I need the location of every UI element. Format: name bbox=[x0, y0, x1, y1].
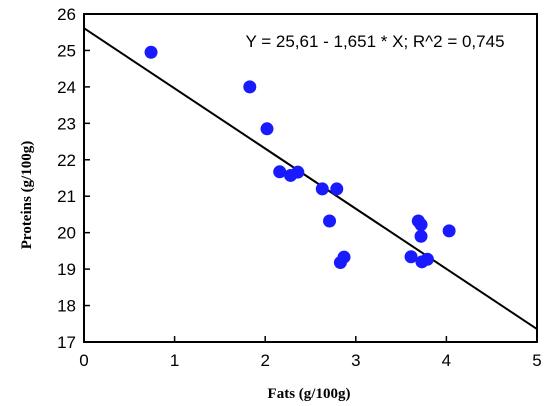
tick-marks bbox=[83, 13, 538, 343]
data-point-2 bbox=[260, 122, 274, 136]
y-tick-label-24: 24 bbox=[57, 78, 76, 97]
data-point-14 bbox=[414, 229, 428, 243]
data-point-8 bbox=[330, 182, 344, 196]
data-point-3 bbox=[273, 165, 287, 179]
regression-line bbox=[83, 27, 538, 330]
data-point-13 bbox=[414, 218, 428, 232]
y-tick-label-19: 19 bbox=[57, 260, 76, 279]
data-point-10 bbox=[337, 250, 351, 264]
x-axis-title: Fats (g/100g) bbox=[268, 386, 351, 402]
y-tick-label-25: 25 bbox=[57, 41, 76, 60]
x-tick-label-0: 0 bbox=[79, 351, 88, 370]
axes bbox=[83, 13, 538, 343]
data-point-11 bbox=[404, 250, 418, 264]
y-axis-title: Proteins (g/100g) bbox=[19, 141, 35, 249]
y-tick-label-20: 20 bbox=[57, 224, 76, 243]
x-tick-label-5: 5 bbox=[532, 351, 541, 370]
y-tick-label-23: 23 bbox=[57, 114, 76, 133]
x-tick-label-4: 4 bbox=[442, 351, 451, 370]
x-tick-label-3: 3 bbox=[351, 351, 360, 370]
x-tick-label-2: 2 bbox=[260, 351, 269, 370]
y-tick-label-22: 22 bbox=[57, 151, 76, 170]
y-tick-label-17: 17 bbox=[57, 333, 76, 352]
y-tick-labels: 17 18 19 20 21 22 23 24 25 26 bbox=[57, 5, 76, 352]
data-point-7 bbox=[323, 214, 337, 228]
regression-line-group bbox=[83, 27, 538, 330]
y-tick-label-21: 21 bbox=[57, 187, 76, 206]
x-tick-label-1: 1 bbox=[170, 351, 179, 370]
data-point-16 bbox=[420, 252, 434, 266]
data-points bbox=[144, 45, 456, 270]
plot-frame bbox=[83, 13, 538, 343]
x-tick-labels: 0 1 2 3 4 5 bbox=[79, 351, 541, 370]
data-point-0 bbox=[144, 45, 158, 59]
y-tick-label-26: 26 bbox=[57, 5, 76, 24]
data-point-5 bbox=[291, 165, 305, 179]
regression-equation: Y = 25,61 - 1,651 * X; R^2 = 0,745 bbox=[245, 32, 504, 51]
y-tick-label-18: 18 bbox=[57, 297, 76, 316]
data-point-1 bbox=[243, 80, 257, 94]
data-point-6 bbox=[315, 182, 329, 196]
data-point-17 bbox=[442, 224, 456, 238]
